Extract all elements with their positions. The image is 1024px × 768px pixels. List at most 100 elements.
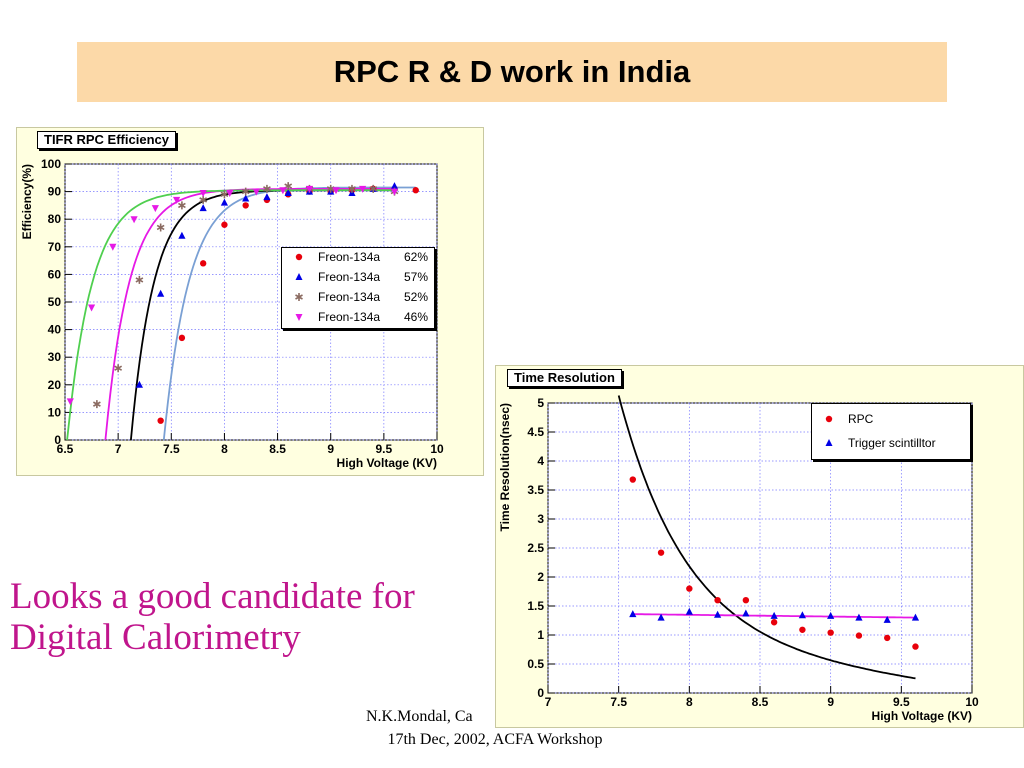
x-tick-label: 7 <box>115 442 122 456</box>
data-point <box>827 611 835 619</box>
data-point <box>686 585 693 592</box>
data-point <box>173 196 181 204</box>
data-point <box>883 615 891 623</box>
y-tick-label: 2 <box>537 570 544 584</box>
data-point <box>66 398 74 406</box>
data-point <box>157 289 165 297</box>
y-tick-label: 20 <box>48 378 62 392</box>
x-axis-title: High Voltage (KV) <box>872 709 972 723</box>
y-tick-label: 30 <box>48 350 62 364</box>
data-point <box>855 613 863 621</box>
y-tick-label: 5 <box>537 396 544 410</box>
footer-author: N.K.Mondal, Ca <box>366 708 473 725</box>
data-point <box>87 304 96 312</box>
legend-percent: 46% <box>404 310 429 324</box>
y-tick-label: 4 <box>537 454 544 468</box>
y-axis-title: Time Resolution(nsec) <box>498 403 512 531</box>
x-tick-label: 8.5 <box>269 442 286 456</box>
data-point <box>332 187 340 195</box>
data-point <box>178 201 186 210</box>
data-point <box>884 634 891 642</box>
x-tick-label: 9 <box>827 695 834 709</box>
y-tick-label: 100 <box>41 157 61 171</box>
y-tick-label: 4.5 <box>527 425 544 439</box>
y-tick-label: 0 <box>537 686 544 700</box>
data-point <box>199 195 208 204</box>
data-point <box>714 610 722 618</box>
y-tick-label: 90 <box>48 185 62 199</box>
data-point <box>220 198 229 206</box>
data-point <box>305 185 314 193</box>
y-tick-label: 80 <box>48 212 62 226</box>
data-point <box>199 260 207 267</box>
data-point <box>135 275 144 284</box>
y-axis-title: Efficiency(%) <box>20 164 34 239</box>
data-point <box>242 202 249 209</box>
slide-title: RPC R & D work in India <box>333 54 691 89</box>
data-point <box>252 188 260 196</box>
data-point <box>911 613 920 621</box>
data-point <box>157 417 164 424</box>
x-axis-title: High Voltage (KV) <box>337 456 437 470</box>
data-point <box>242 194 250 202</box>
data-point <box>770 611 778 619</box>
x-tick-label: 8 <box>221 442 228 456</box>
data-point <box>657 613 665 621</box>
legend-label: Freon-134a <box>318 250 381 264</box>
data-point <box>629 476 636 483</box>
circle-marker-icon <box>295 253 303 261</box>
data-point <box>359 185 367 193</box>
x-tick-label: 8.5 <box>752 695 769 709</box>
legend-percent: 62% <box>404 250 429 264</box>
data-point <box>629 610 637 618</box>
x-tick-label: 9 <box>327 442 334 456</box>
slide-title-bar: RPC R & D work in India <box>77 42 947 102</box>
triangle-down-marker-icon <box>295 314 303 321</box>
y-tick-label: 3 <box>537 512 544 526</box>
x-tick-label: 10 <box>430 442 444 456</box>
data-point <box>798 611 806 619</box>
y-tick-label: 2.5 <box>527 541 544 555</box>
data-point <box>855 632 863 639</box>
legend-percent: 57% <box>404 270 429 284</box>
x-tick-label: 9.5 <box>893 695 910 709</box>
efficiency-chart-panel: 6.5 7 7.5 8 8.5 9 9.5 10 0 10 20 30 40 50 60 70 80 90 100 H… <box>16 127 484 476</box>
efficiency-chart-title: TIFR RPC Efficiency <box>37 131 176 149</box>
x-tick-label: 9.5 <box>376 442 393 456</box>
x-tick-label: 7.5 <box>610 695 627 709</box>
x-tick-label: 8 <box>686 695 693 709</box>
data-point <box>178 334 186 342</box>
triangle-up-marker-icon <box>825 439 833 446</box>
footer-event: 17th Dec, 2002, ACFA Workshop <box>387 731 603 748</box>
time-resolution-chart-title: Time Resolution <box>507 369 622 387</box>
data-point <box>226 189 234 197</box>
data-point <box>348 184 356 193</box>
data-point <box>390 182 399 190</box>
y-tick-label: 60 <box>48 267 62 281</box>
data-point <box>369 184 378 193</box>
data-point <box>685 607 693 615</box>
y-tick-label: 0.5 <box>527 657 544 671</box>
data-point <box>109 243 117 251</box>
x-tick-label: 7 <box>545 695 552 709</box>
data-point <box>241 187 250 196</box>
y-tick-label: 3.5 <box>527 483 544 497</box>
data-point <box>156 223 165 232</box>
x-tick-label: 10 <box>965 695 979 709</box>
time-resolution-chart-panel: 7 7.5 8 8.5 9 9.5 10 0 0.5 1 1.5 2 2.5 3 3.5 4 4.5 5 High … <box>495 365 1024 728</box>
data-point <box>178 231 186 239</box>
data-point <box>263 184 271 193</box>
data-point <box>199 189 207 197</box>
y-tick-label: 10 <box>48 405 62 419</box>
caption-line-2: Digital Calorimetry <box>10 617 301 658</box>
data-point <box>220 190 229 199</box>
y-tick-label: 1 <box>537 628 544 642</box>
legend-label: Trigger scintilltor <box>848 436 936 450</box>
data-point <box>390 188 399 196</box>
y-tick-label: 40 <box>48 323 62 337</box>
y-tick-label: 1.5 <box>527 599 544 613</box>
data-point <box>799 626 806 633</box>
legend-label: RPC <box>848 412 874 426</box>
data-point <box>221 221 228 228</box>
data-point <box>279 187 287 195</box>
